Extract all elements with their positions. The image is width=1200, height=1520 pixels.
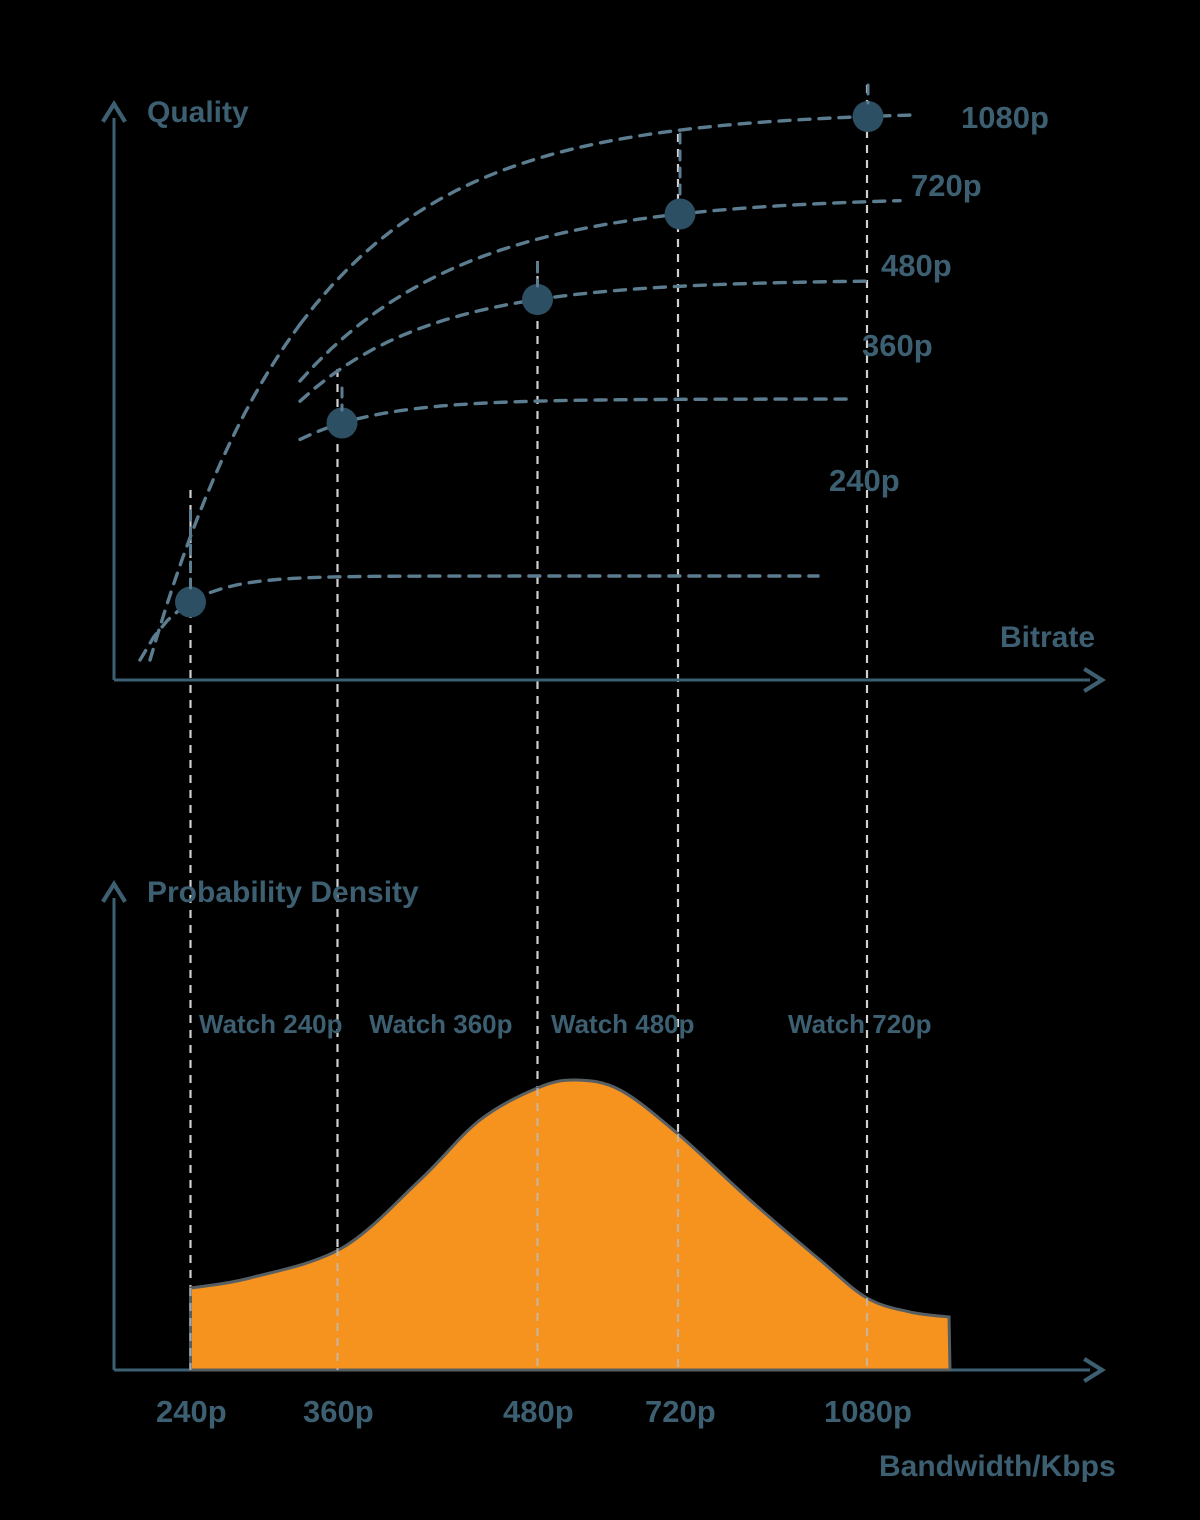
svg-text:240p: 240p bbox=[156, 1394, 227, 1429]
svg-text:1080p: 1080p bbox=[824, 1394, 912, 1429]
svg-text:Watch 480p: Watch 480p bbox=[551, 1009, 695, 1039]
svg-text:720p: 720p bbox=[911, 168, 982, 203]
svg-text:360p: 360p bbox=[862, 328, 933, 363]
svg-text:Bandwidth/Kbps: Bandwidth/Kbps bbox=[879, 1450, 1116, 1483]
svg-text:Watch 720p: Watch 720p bbox=[788, 1009, 932, 1039]
svg-text:720p: 720p bbox=[645, 1394, 716, 1429]
svg-text:Watch 240p: Watch 240p bbox=[199, 1009, 343, 1039]
svg-text:Bitrate: Bitrate bbox=[1000, 621, 1095, 654]
svg-text:1080p: 1080p bbox=[961, 100, 1049, 135]
svg-text:Quality: Quality bbox=[147, 96, 249, 129]
svg-text:Watch 360p: Watch 360p bbox=[369, 1009, 513, 1039]
svg-text:360p: 360p bbox=[303, 1394, 374, 1429]
svg-text:480p: 480p bbox=[503, 1394, 574, 1429]
svg-text:Probability Density: Probability Density bbox=[147, 876, 419, 909]
svg-text:240p: 240p bbox=[829, 463, 900, 498]
svg-text:480p: 480p bbox=[881, 248, 952, 283]
